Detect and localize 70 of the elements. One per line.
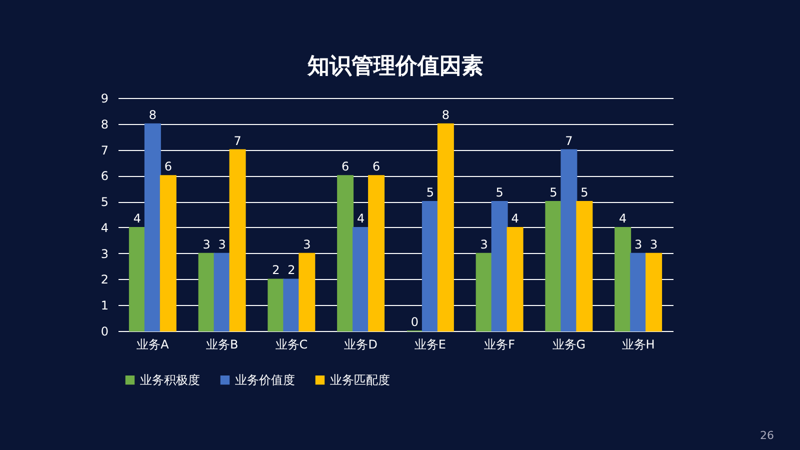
y-tick-label: 9 — [100, 92, 108, 106]
data-label: 8 — [148, 108, 157, 122]
bar — [229, 149, 246, 332]
bar — [160, 175, 176, 332]
bar — [646, 252, 662, 332]
data-label: 6 — [342, 160, 350, 174]
data-label: 2 — [288, 263, 296, 278]
x-tick-label: 业务C — [275, 338, 308, 352]
bar — [506, 226, 524, 332]
data-label: 5 — [426, 186, 434, 200]
data-label: 4 — [133, 211, 142, 226]
bar — [337, 175, 354, 332]
data-label: 3 — [634, 237, 642, 252]
x-tick-label: 业务D — [344, 338, 378, 352]
x-tick-label: 业务E — [414, 338, 446, 352]
y-tick-label: 1 — [100, 298, 108, 313]
bar — [214, 252, 230, 332]
data-label: 2 — [272, 263, 280, 278]
bar — [368, 175, 385, 332]
chart-title: 知识管理价值因素 — [306, 54, 484, 79]
data-label: 3 — [303, 237, 311, 252]
data-label: 4 — [511, 211, 519, 226]
data-label: 3 — [480, 237, 488, 252]
bar — [630, 252, 647, 332]
bar — [283, 278, 300, 332]
x-tick-label: 业务B — [206, 338, 238, 352]
data-label: 4 — [356, 211, 365, 226]
bar — [491, 201, 508, 332]
bar — [437, 123, 454, 332]
y-tick-label: 8 — [100, 117, 108, 132]
x-tick-label: 业务G — [552, 338, 586, 352]
data-label: 7 — [234, 134, 242, 148]
legend-label: 业务积极度 — [140, 373, 200, 388]
bar — [614, 226, 632, 332]
x-tick-label: 业务H — [622, 338, 655, 352]
text: 26 — [760, 429, 774, 442]
bar — [545, 201, 562, 332]
bar — [576, 201, 593, 332]
data-label: 6 — [372, 160, 380, 174]
data-label: 3 — [218, 237, 226, 252]
bar — [198, 252, 215, 332]
data-label: 3 — [650, 237, 658, 252]
y-tick-label: 4 — [100, 220, 108, 235]
data-label: 4 — [619, 211, 627, 226]
bar — [268, 278, 284, 332]
data-label: 7 — [565, 134, 573, 148]
data-label: 3 — [202, 237, 210, 252]
y-tick-label: 3 — [100, 246, 108, 261]
bar — [128, 226, 146, 332]
y-tick-label: 7 — [100, 143, 108, 158]
y-tick-label: 2 — [100, 272, 108, 287]
x-tick-label: 业务A — [136, 338, 170, 352]
y-tick-label: 5 — [100, 195, 108, 210]
data-label: 6 — [164, 160, 172, 174]
bar — [422, 201, 438, 332]
data-label: 5 — [550, 186, 558, 200]
data-label: 5 — [580, 186, 588, 200]
data-label: 8 — [442, 108, 450, 122]
bar — [560, 149, 578, 332]
bar — [352, 226, 370, 332]
bar — [298, 252, 316, 332]
bar — [476, 252, 492, 332]
data-label: 0 — [410, 315, 419, 329]
y-tick-label: 6 — [100, 169, 108, 184]
legend-label: 业务匹配度 — [330, 373, 390, 388]
y-tick-label: 0 — [100, 324, 108, 338]
bar — [144, 123, 161, 332]
legend-label: 业务价值度 — [235, 373, 295, 388]
data-label: 5 — [496, 186, 504, 200]
x-tick-label: 业务F — [484, 338, 516, 352]
